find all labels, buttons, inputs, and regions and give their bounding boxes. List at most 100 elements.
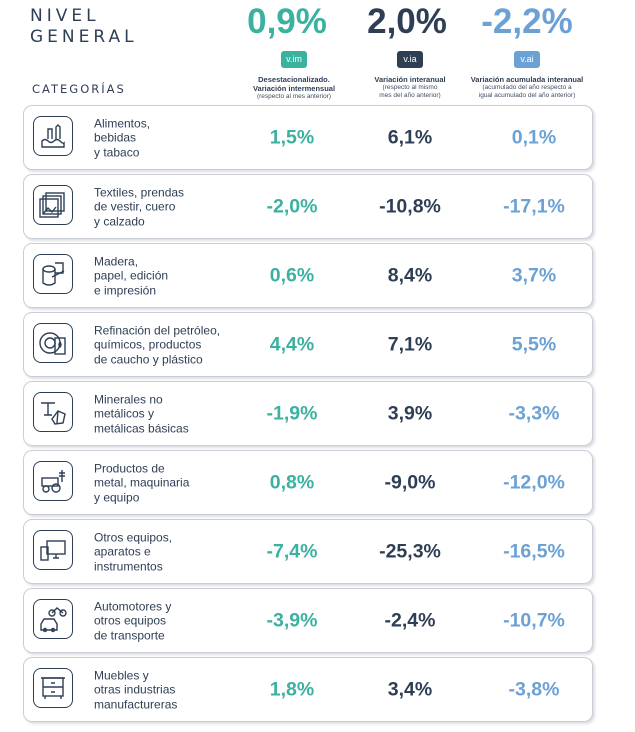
vim-value: -1,9% [266, 402, 318, 424]
via-subtitle-2: mes del año anterior) [379, 91, 441, 99]
via-general-value: 2,0% [367, 2, 447, 41]
name-line: de vestir, cuero [94, 199, 176, 214]
name-line: y equipo [94, 489, 140, 504]
vai-title: Variación acumulada interanual [470, 75, 584, 84]
title-line-2: GENERAL [30, 27, 138, 47]
vai-value: -3,3% [508, 402, 560, 424]
name-line: metálicos y [94, 406, 155, 421]
name-line: Refinación del petróleo, [94, 322, 221, 337]
vai-value: -17,1% [503, 195, 565, 217]
name-line: Madera, [94, 253, 139, 268]
name-line: metal, maquinaria [94, 475, 190, 490]
name-line: bebidas [94, 130, 137, 145]
category-row-food: Alimentos, bebidas y tabaco 1,5% 6,1% 0,… [23, 105, 593, 170]
vai-general-value: -2,2% [481, 2, 573, 41]
name-line: de transporte [94, 627, 165, 642]
category-name: Madera, papel, edición e impresión [94, 254, 254, 298]
via-title: Variación interanual [374, 75, 446, 84]
category-name: Alimentos, bebidas y tabaco [94, 116, 254, 160]
name-line: y calzado [94, 213, 145, 228]
oil-refinery-icon [33, 323, 73, 363]
vim-title-2: Variación intermensual [252, 84, 336, 93]
wood-paper-icon [33, 254, 73, 294]
vim-value: 0,8% [269, 471, 315, 493]
vim-title: Desestacionalizado. [258, 75, 330, 84]
vai-value: -16,5% [503, 540, 565, 562]
via-badge: v.ia [397, 51, 423, 68]
vai-value: -3,8% [508, 678, 560, 700]
category-name: Otros equipos, aparatos e instrumentos [94, 530, 254, 574]
name-line: Automotores y [94, 598, 172, 613]
category-name: Muebles y otras industrias manufacturera… [94, 668, 254, 712]
category-name: Refinación del petróleo, químicos, produ… [94, 323, 254, 367]
vim-value: 1,5% [269, 126, 315, 148]
vim-value: -3,9% [266, 609, 318, 631]
tractor-icon [33, 461, 73, 501]
category-name: Productos de metal, maquinaria y equipo [94, 461, 254, 505]
name-line: instrumentos [94, 558, 163, 573]
vai-value: -10,7% [503, 609, 565, 631]
vim-value: 1,8% [269, 678, 315, 700]
via-value: -25,3% [379, 540, 441, 562]
name-line: otros equipos [94, 613, 167, 628]
computer-icon [33, 530, 73, 570]
via-value: 8,4% [387, 264, 433, 286]
category-row-metal-machinery: Productos de metal, maquinaria y equipo … [23, 450, 593, 515]
category-name: Minerales no metálicos y metálicas básic… [94, 392, 254, 436]
name-line: aparatos e [94, 544, 151, 559]
via-value: 3,9% [387, 402, 433, 424]
name-line: otras industrias [94, 682, 176, 697]
name-line: e impresión [94, 282, 157, 297]
name-line: metálicas básicas [94, 420, 189, 435]
vim-value: -7,4% [266, 540, 318, 562]
category-name: Automotores y otros equipos de transport… [94, 599, 254, 643]
name-line: papel, edición [94, 268, 169, 283]
category-row-textiles: Textiles, prendas de vestir, cuero y cal… [23, 174, 593, 239]
via-value: -2,4% [384, 609, 436, 631]
via-value: 6,1% [387, 126, 433, 148]
category-row-wood-paper: Madera, papel, edición e impresión 0,6% … [23, 243, 593, 308]
name-line: Textiles, prendas [94, 184, 185, 199]
category-row-minerals: Minerales no metálicos y metálicas básic… [23, 381, 593, 446]
vai-value: 0,1% [511, 126, 557, 148]
name-line: Muebles y [94, 667, 149, 682]
name-line: químicos, productos [94, 337, 202, 352]
category-row-other-equipment: Otros equipos, aparatos e instrumentos -… [23, 519, 593, 584]
title-line-1: NIVEL [30, 6, 100, 26]
vai-subtitle-2: igual acumulado del año anterior) [478, 91, 576, 99]
food-icon [33, 116, 73, 156]
name-line: manufactureras [94, 696, 178, 711]
via-value: -10,8% [379, 195, 441, 217]
name-line: y tabaco [94, 144, 140, 159]
vai-value: 5,5% [511, 333, 557, 355]
vim-subtitle: (respecto al mes anterior) [256, 93, 332, 100]
via-value: 7,1% [387, 333, 433, 355]
minerals-icon [33, 392, 73, 432]
vehicles-icon [33, 599, 73, 639]
name-line: de caucho y plástico [94, 351, 203, 366]
name-line: Minerales no [94, 391, 163, 406]
name-line: Productos de [94, 460, 165, 475]
category-row-oil-chemicals: Refinación del petróleo, químicos, produ… [23, 312, 593, 377]
vai-subtitle: (acumulado del año respecto a [482, 84, 572, 91]
category-name: Textiles, prendas de vestir, cuero y cal… [94, 185, 254, 229]
categories-label: CATEGORÍAS [32, 82, 126, 96]
category-row-furniture: Muebles y otras industrias manufacturera… [23, 657, 593, 722]
vai-column-header: Variación acumulada interanual (acumulad… [452, 75, 602, 99]
via-column-header: Variación interanual (respecto al mismo … [335, 75, 485, 99]
vim-column-header: Desestacionalizado. Variación intermensu… [219, 75, 369, 101]
textiles-icon [33, 185, 73, 225]
vai-value: 3,7% [511, 264, 557, 286]
via-value: -9,0% [384, 471, 436, 493]
furniture-icon [33, 668, 73, 708]
vim-general-value: 0,9% [247, 2, 327, 41]
vai-badge: v.ai [514, 51, 540, 68]
name-line: Alimentos, [94, 115, 151, 130]
vim-badge: v.im [281, 51, 307, 68]
page-title: NIVEL GENERAL [30, 6, 170, 48]
via-subtitle: (respecto al mismo [382, 84, 438, 91]
vim-value: 0,6% [269, 264, 315, 286]
vai-value: -12,0% [503, 471, 565, 493]
via-value: 3,4% [387, 678, 433, 700]
vim-value: 4,4% [269, 333, 315, 355]
